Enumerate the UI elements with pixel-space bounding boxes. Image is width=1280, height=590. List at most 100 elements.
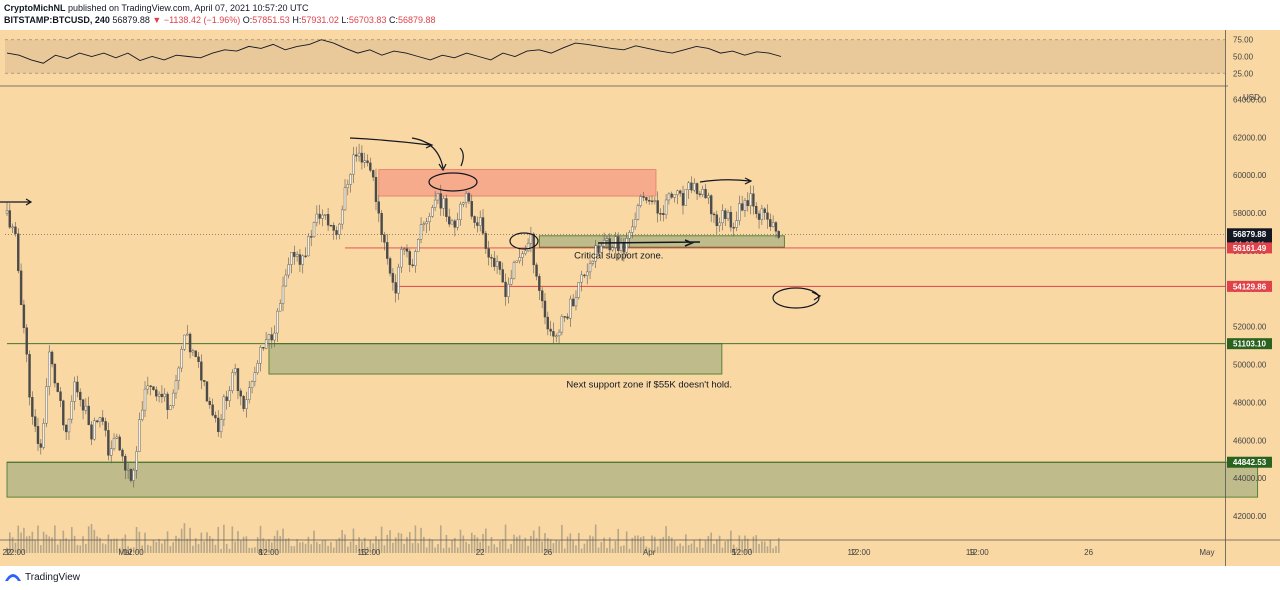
volume-bar bbox=[276, 530, 279, 553]
volume-bar bbox=[389, 530, 391, 553]
candle-body bbox=[608, 238, 611, 251]
volume-bar bbox=[746, 538, 749, 553]
candle-body bbox=[366, 160, 369, 164]
candle-body bbox=[355, 154, 358, 157]
candle-body bbox=[574, 297, 578, 307]
candle-body bbox=[774, 222, 778, 232]
candle-body bbox=[738, 203, 741, 221]
volume-bar bbox=[352, 528, 355, 553]
volume-bar bbox=[237, 531, 239, 553]
open-value: 57851.53 bbox=[252, 15, 290, 25]
volume-bar bbox=[51, 537, 53, 553]
volume-bar bbox=[642, 536, 645, 553]
volume-bar bbox=[25, 536, 28, 553]
volume-bar bbox=[411, 543, 414, 553]
candle-body bbox=[470, 201, 473, 217]
candle-body bbox=[631, 226, 634, 233]
candle-body bbox=[202, 380, 206, 382]
volume-bar bbox=[355, 545, 358, 553]
candle-body bbox=[307, 236, 310, 257]
candle-body bbox=[295, 254, 299, 257]
volume-bar bbox=[741, 540, 743, 553]
candle-body bbox=[101, 417, 104, 422]
volume-bar bbox=[772, 548, 774, 553]
tradingview-brand[interactable]: TradingView bbox=[25, 572, 81, 583]
volume-bar bbox=[296, 539, 298, 553]
next-support-zone bbox=[268, 343, 723, 375]
candle-body bbox=[628, 232, 631, 239]
candle-body bbox=[138, 419, 141, 452]
volume-bar bbox=[620, 546, 622, 553]
volume-bar bbox=[656, 546, 659, 553]
candle-body bbox=[453, 220, 457, 228]
candle-body bbox=[543, 300, 547, 318]
volume-bar bbox=[203, 541, 205, 553]
candle-body bbox=[729, 212, 733, 228]
volume-bar bbox=[45, 534, 48, 553]
volume-bar bbox=[175, 535, 177, 553]
candle-body bbox=[225, 396, 228, 401]
candle-body bbox=[79, 391, 82, 400]
volume-bar bbox=[358, 537, 360, 553]
volume-bar bbox=[651, 535, 653, 553]
candle-body bbox=[760, 208, 764, 220]
candle-body bbox=[498, 261, 502, 270]
volume-bar bbox=[687, 545, 690, 553]
rsi-panel bbox=[0, 39, 1228, 87]
publisher-name[interactable]: CryptoMichNL bbox=[4, 3, 66, 13]
volume-bar bbox=[144, 532, 146, 553]
x-tick-label: Apr bbox=[643, 548, 656, 557]
volume-bar bbox=[279, 536, 282, 553]
volume-bar bbox=[344, 534, 346, 553]
resistance-zone bbox=[378, 169, 657, 197]
volume-bar bbox=[758, 543, 760, 553]
candle-body bbox=[771, 222, 775, 227]
candle-body bbox=[535, 264, 538, 277]
chart-header: CryptoMichNL published on TradingView.co… bbox=[0, 0, 1280, 30]
y-tick-label: 48000.00 bbox=[1233, 398, 1267, 407]
candle-body bbox=[343, 187, 347, 211]
volume-bar bbox=[662, 536, 665, 553]
candle-body bbox=[146, 385, 150, 390]
candle-body bbox=[11, 226, 14, 229]
published-text: published on TradingView.com, April 07, … bbox=[68, 3, 309, 13]
volume-bar bbox=[62, 530, 65, 553]
candle-body bbox=[8, 210, 12, 228]
volume-bar bbox=[575, 545, 577, 553]
arrow-drawing bbox=[459, 147, 464, 167]
candle-body bbox=[293, 252, 296, 257]
volume-bar bbox=[682, 545, 684, 553]
candle-body bbox=[304, 255, 307, 258]
volume-bar bbox=[454, 537, 456, 553]
candle-body bbox=[163, 393, 166, 398]
candle-body bbox=[605, 238, 609, 241]
volume-bar bbox=[777, 537, 780, 553]
candle-body bbox=[217, 417, 220, 433]
price-chart[interactable]: 75.00 50.00 25.00 64000.00 62000.00 60000.00 5… bbox=[0, 30, 1280, 566]
candle-body bbox=[135, 451, 138, 471]
volume-bar bbox=[90, 523, 93, 553]
candle-body bbox=[504, 281, 507, 297]
volume-bar bbox=[459, 529, 462, 553]
candle-body bbox=[777, 231, 780, 238]
volume-bar bbox=[541, 541, 543, 553]
volume-bar bbox=[555, 539, 558, 553]
volume-bar bbox=[82, 536, 84, 553]
low-value: 56703.83 bbox=[348, 15, 387, 25]
level-lines-layer bbox=[5, 233, 1225, 463]
volume-bar bbox=[361, 541, 363, 553]
volume-bar bbox=[248, 547, 251, 553]
candle-body bbox=[208, 401, 212, 405]
volume-bar bbox=[594, 524, 597, 553]
volume-bar bbox=[617, 528, 620, 553]
candle-body bbox=[512, 262, 516, 279]
candle-body bbox=[678, 190, 682, 194]
candle-body bbox=[670, 193, 673, 198]
candle-body bbox=[110, 448, 113, 456]
candle-body bbox=[315, 213, 319, 223]
x-tick-label: 22 bbox=[476, 548, 485, 557]
symbol-name[interactable]: BITSTAMP:BTCUSD, 240 bbox=[4, 15, 110, 25]
candle-body bbox=[219, 419, 223, 433]
volume-bar bbox=[569, 533, 572, 553]
candle-body bbox=[67, 418, 71, 433]
